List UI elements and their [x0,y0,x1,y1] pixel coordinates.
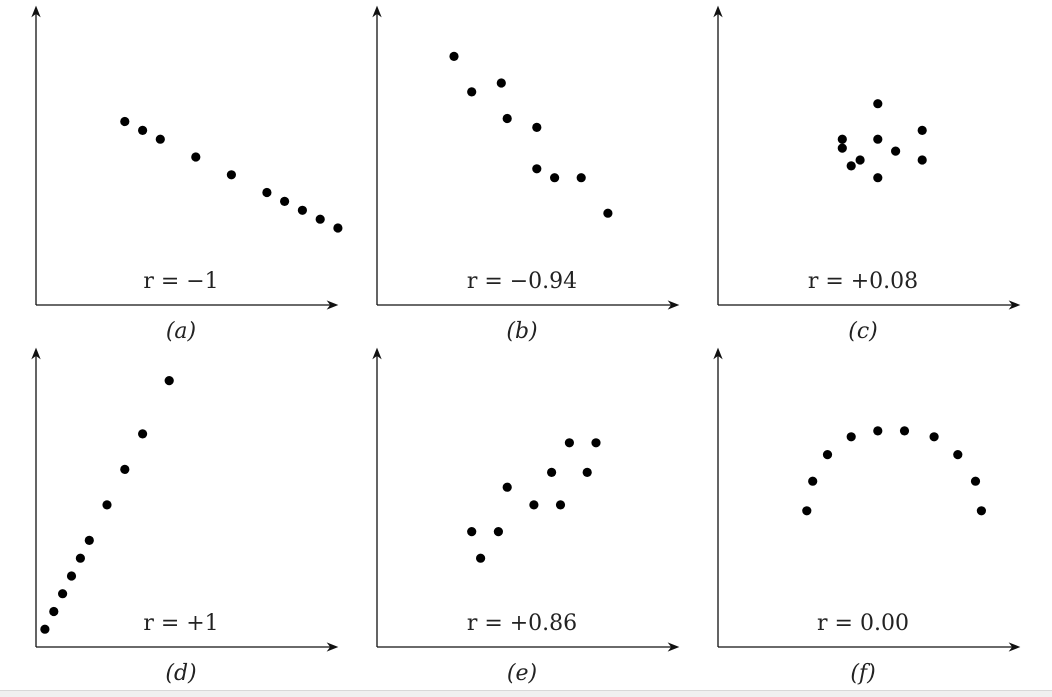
point-d-7 [120,464,130,474]
panel-caption-e: (e) [507,661,537,686]
point-a-3 [191,152,201,162]
point-e-9 [591,438,601,448]
point-d-9 [164,376,174,386]
point-c-7 [891,146,901,156]
point-b-6 [550,173,560,183]
correlation-label-e: r = +0.86 [467,611,577,636]
point-a-0 [120,116,130,127]
point-d-1 [49,606,59,617]
point-d-2 [58,589,68,599]
panel-c: r = +0.08 (c) [713,5,1021,344]
point-f-6 [929,432,939,442]
point-c-2 [846,161,856,171]
panel-caption-f: (f) [850,661,875,686]
point-b-3 [502,113,512,124]
point-d-4 [75,553,85,563]
point-b-5 [532,164,542,174]
correlation-label-d: r = +1 [143,611,218,636]
point-f-4 [873,426,883,436]
point-b-8 [603,208,613,218]
point-b-7 [576,173,586,183]
panel-caption-c: (c) [848,319,878,344]
point-f-2 [822,450,833,460]
point-b-1 [467,87,477,97]
point-c-4 [873,99,883,109]
bottom-border [0,690,1052,697]
point-d-8 [138,429,148,439]
point-e-6 [555,500,566,510]
point-a-4 [226,170,236,180]
point-a-8 [315,214,325,224]
point-c-1 [837,143,847,153]
point-f-7 [953,450,963,460]
point-b-4 [532,122,542,132]
point-b-2 [496,78,506,88]
point-a-1 [138,125,148,135]
correlation-label-a: r = −1 [143,269,218,294]
point-c-9 [917,155,927,165]
panel-b: r = −0.94 (b) [372,5,680,344]
correlation-label-b: r = −0.94 [467,269,577,294]
point-a-5 [262,187,272,198]
point-d-5 [84,535,94,545]
point-a-9 [333,223,343,233]
point-c-8 [917,125,927,135]
point-d-0 [40,624,50,634]
point-f-8 [970,476,981,486]
point-d-6 [102,500,112,510]
panel-e: r = +0.86 (e) [372,347,680,686]
point-e-5 [547,467,557,477]
correlation-label-c: r = +0.08 [808,269,918,294]
panel-d: r = +1 (d) [31,347,339,686]
panel-f: r = 0.00 (f) [713,347,1021,686]
panel-caption-d: (d) [165,661,196,686]
panel-a: r = −1 (a) [31,5,343,344]
point-e-7 [564,438,574,448]
correlation-label-f: r = 0.00 [817,611,909,636]
point-e-4 [529,500,539,510]
point-a-2 [155,134,165,144]
point-e-3 [502,482,512,492]
point-b-0 [449,51,459,62]
point-f-5 [899,426,910,436]
point-c-3 [855,155,865,165]
point-a-7 [297,205,307,215]
point-e-0 [467,527,477,537]
panel-caption-a: (a) [166,319,196,344]
point-e-2 [493,527,503,537]
point-c-6 [873,173,883,183]
point-c-0 [837,134,847,144]
point-e-8 [582,467,592,477]
point-f-0 [802,506,812,516]
point-f-9 [976,506,986,516]
panel-caption-b: (b) [506,319,537,344]
point-f-1 [808,476,818,486]
point-e-1 [476,553,486,563]
point-a-6 [280,196,290,206]
point-f-3 [846,432,856,442]
point-c-5 [873,134,883,144]
point-d-3 [66,571,77,581]
